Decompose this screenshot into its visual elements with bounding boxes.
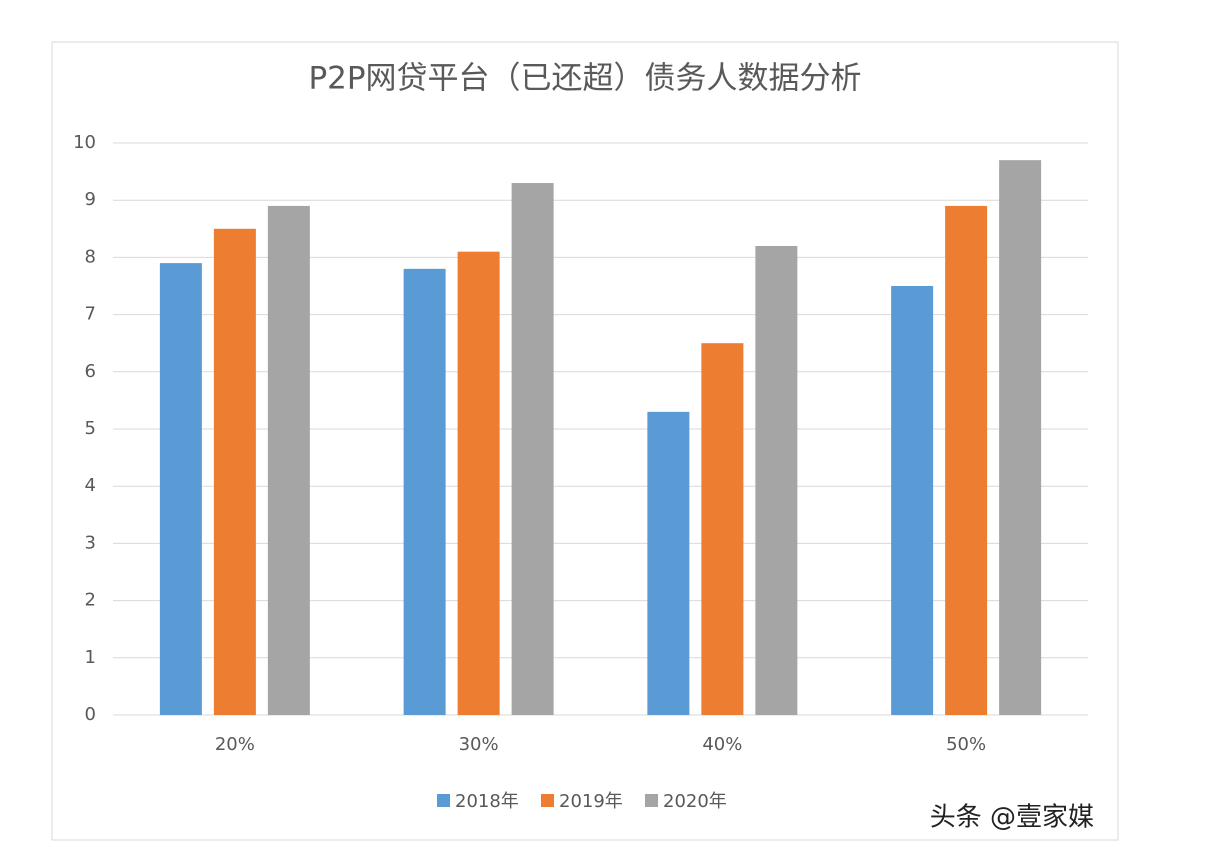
legend-swatch [645,794,658,807]
bar [457,251,500,715]
legend-swatch [437,794,450,807]
y-tick-label: 5 [85,418,96,439]
bar [159,263,202,715]
bar [213,228,256,716]
legend-swatch [541,794,554,807]
y-tick-label: 3 [85,532,96,553]
bar [647,411,690,715]
bar [267,205,310,716]
bar [403,268,446,715]
x-tick-label: 40% [702,734,742,755]
x-tick-label: 20% [215,734,255,755]
y-tick-label: 10 [73,132,96,153]
y-tick-label: 2 [85,590,96,611]
bar [701,343,744,715]
y-tick-label: 0 [85,704,96,725]
y-tick-label: 8 [85,246,96,267]
bar [511,183,554,716]
x-tick-label: 30% [459,734,499,755]
y-tick-label: 4 [85,475,96,496]
watermark: 头条 @壹家媒 [930,803,1094,833]
legend-label: 2020年 [663,791,727,812]
chart-title: P2P网贷平台（已还超）债务人数据分析 [308,61,861,97]
legend-label: 2018年 [455,791,519,812]
legend-label: 2019年 [559,791,623,812]
bar [999,160,1042,715]
x-tick-label: 50% [946,734,986,755]
y-tick-label: 1 [85,647,96,668]
y-tick-label: 9 [85,189,96,210]
bar [755,245,798,715]
y-tick-label: 6 [85,361,96,382]
bar [945,205,988,716]
y-tick-label: 7 [85,304,96,325]
bar [891,286,934,715]
